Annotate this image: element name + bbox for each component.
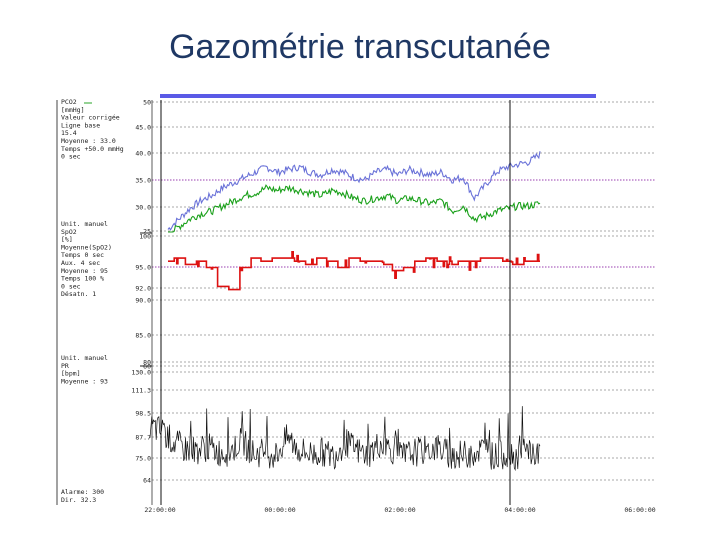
sidebar-spo2-line: Unit. manuel: [61, 220, 108, 228]
y-tick-label: 85.0: [135, 332, 151, 340]
y-tick-label: 80: [143, 359, 151, 367]
series-line-0-1: [168, 184, 541, 233]
sidebar-spo2-line: 0 sec: [61, 282, 81, 290]
series-line-2-0: [149, 406, 541, 472]
x-tick-label: 06:00:00: [624, 506, 655, 514]
y-tick-label: 45.0: [135, 124, 151, 132]
x-tick-label: 04:00:00: [504, 506, 535, 514]
series-line-0-0: [167, 151, 541, 231]
sidebar-pr-line: PR: [61, 362, 69, 370]
sidebar-pr-line: Moyenne : 93: [61, 377, 108, 385]
y-tick-label: 130.0: [131, 369, 151, 377]
sidebar-pco2-line: Moyenne : 33.0: [61, 137, 116, 145]
sidebar-pr-line: [bpm]: [61, 370, 81, 378]
sidebar-spo2-line: SpO2: [61, 228, 77, 236]
sidebar-spo2-line: [%]: [61, 236, 73, 244]
sidebar-pco2-line: Valeur corrigée: [61, 114, 120, 122]
y-tick-label: 90.0: [135, 297, 151, 305]
sidebar-spo2-line: Temps 100 %: [61, 275, 104, 283]
series-traces: [149, 151, 541, 472]
y-tick-label: 92.0: [135, 285, 151, 293]
y-tick-label: 87.7: [135, 434, 151, 442]
sidebar-pco2-line: 0 sec: [61, 153, 81, 161]
grid-lines: [140, 100, 655, 505]
sidebar-spo2-line: Moyenne : 95: [61, 267, 108, 275]
y-tick-label: 30.0: [135, 204, 151, 212]
sidebar-footer-line: Alarme: 300: [61, 488, 104, 496]
y-tick-label: 75.0: [135, 455, 151, 463]
y-tick-label: 111.3: [131, 387, 151, 395]
y-tick-label: 95.0: [135, 264, 151, 272]
sidebar-spo2-line: Temps 0 sec: [61, 251, 104, 259]
sidebar-pr-line: Unit. manuel: [61, 354, 108, 362]
series-line-1-0: [168, 251, 540, 291]
y-tick-label: 50: [143, 99, 151, 107]
sidebar-spo2-line: Moyenne(SpO2): [61, 243, 112, 251]
y-tick-label: 64: [143, 477, 151, 485]
y-tick-label: 98.5: [135, 410, 151, 418]
y-tick-label: 35.0: [135, 177, 151, 185]
x-tick-label: 02:00:00: [384, 506, 415, 514]
slide-title: Gazométrie transcutanée: [169, 28, 551, 66]
x-tick-labels: 22:00:00 00:00:00 02:00:00 04:00:00 06:00:00: [144, 506, 655, 514]
x-tick-label: 00:00:00: [264, 506, 295, 514]
sidebar-pco2-line: 15.4: [61, 129, 77, 137]
event-markers: [160, 100, 511, 505]
sidebar-spo2-line: Aux. 4 sec: [61, 259, 100, 267]
y-tick-label: 100: [139, 233, 151, 241]
sidebar-footer-line: Dir. 32.3: [61, 496, 96, 504]
y-tick-label: 40.0: [135, 150, 151, 158]
y-tick-label: 25: [143, 228, 151, 236]
sidebar-pco2-line: [mmHg]: [61, 106, 84, 114]
x-tick-label: 22:00:00: [144, 506, 175, 514]
sidebar-pco2-line: Temps +50.0 mmHg: [61, 145, 124, 153]
sidebar-spo2-line: Désatn. 1: [61, 290, 96, 298]
sidebar-pco2-line: PCO2: [61, 98, 77, 106]
sidebar-pco2-line: Ligne base: [61, 121, 100, 129]
